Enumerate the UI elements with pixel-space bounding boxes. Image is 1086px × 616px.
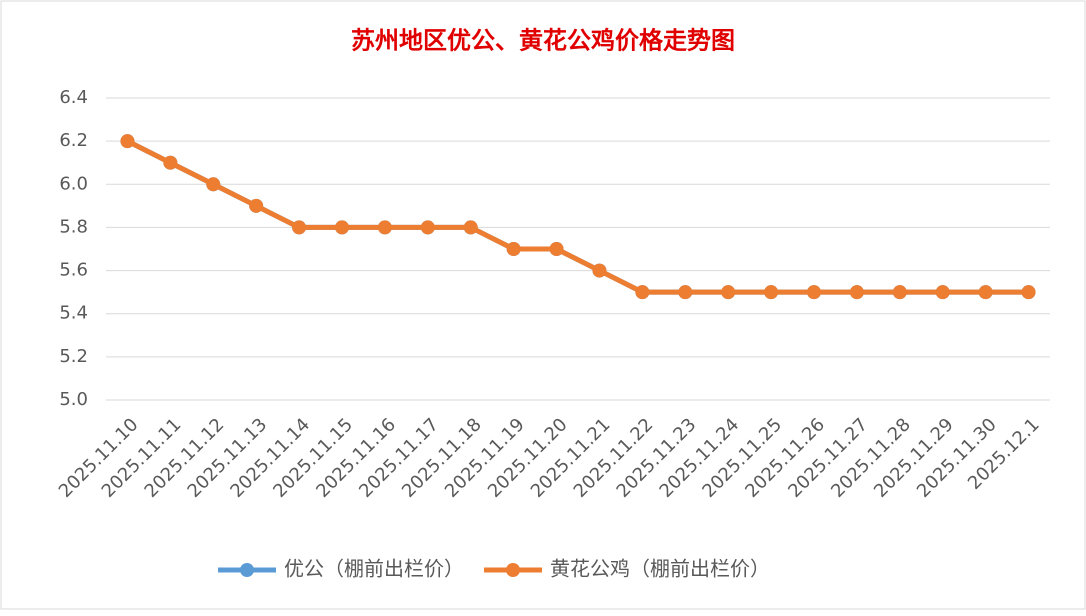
point	[335, 220, 349, 235]
point	[377, 220, 392, 235]
point	[721, 285, 736, 300]
point	[1021, 285, 1036, 300]
point	[463, 220, 478, 235]
legend-marker	[240, 563, 254, 577]
y-tick-label: 5.2	[59, 346, 88, 367]
legend-label: 黄花公鸡（棚前出栏价）	[550, 557, 770, 581]
point	[807, 285, 821, 300]
chart-title: 苏州地区优公、黄花公鸡价格走势图	[351, 26, 735, 55]
point	[506, 242, 521, 256]
y-tick-label: 5.0	[59, 389, 88, 410]
point	[678, 285, 693, 300]
point	[249, 198, 264, 213]
series-line	[126, 138, 1029, 295]
point	[935, 285, 950, 300]
y-tick-label: 5.6	[59, 260, 88, 281]
point	[120, 134, 135, 149]
point	[206, 177, 221, 192]
y-tick-label: 5.4	[59, 303, 88, 324]
y-tick-label: 6.0	[59, 173, 88, 194]
point	[292, 220, 307, 235]
point	[549, 242, 564, 256]
y-tick-label: 6.4	[59, 87, 88, 108]
legend-label: 优公（棚前出栏价）	[284, 557, 464, 581]
point	[892, 285, 907, 300]
point	[635, 285, 650, 300]
point	[764, 285, 779, 300]
point	[592, 263, 607, 278]
point	[849, 285, 864, 300]
y-tick-label: 5.8	[59, 216, 88, 237]
legend-marker	[506, 563, 520, 577]
point	[420, 220, 435, 235]
point	[978, 285, 993, 300]
y-tick-label: 6.2	[59, 130, 88, 151]
point	[163, 155, 178, 170]
